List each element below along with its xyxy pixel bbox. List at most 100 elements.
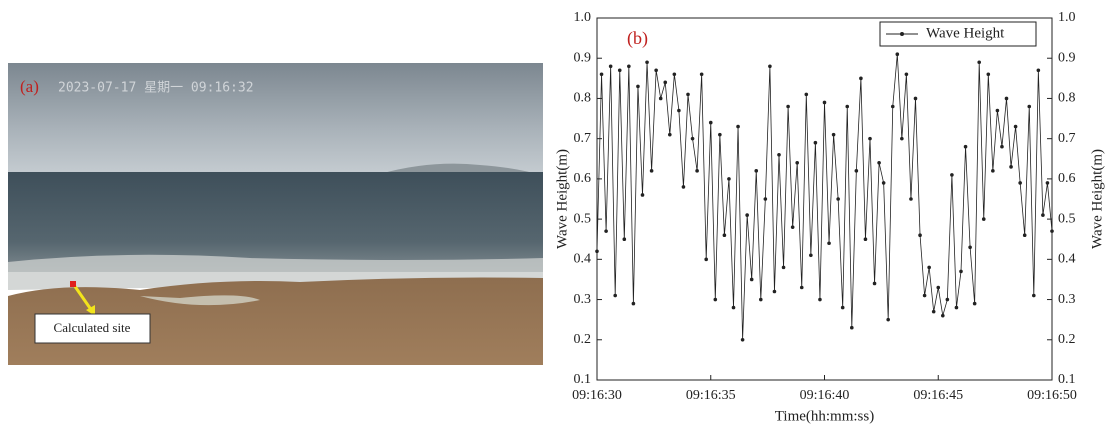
data-point — [722, 233, 727, 237]
data-point — [704, 257, 708, 262]
data-point — [981, 217, 986, 221]
data-point — [927, 265, 931, 270]
data-point — [699, 72, 704, 77]
data-point — [1045, 181, 1050, 185]
data-point — [1000, 144, 1004, 149]
y2-tick-label: 0.8 — [1058, 91, 1076, 106]
series-line — [596, 54, 1053, 340]
y-tick-label: 0.8 — [574, 91, 592, 106]
data-point — [890, 104, 895, 109]
site-marker — [70, 281, 76, 287]
plot-frame — [596, 17, 1053, 381]
data-point — [936, 285, 941, 290]
chart: 0.1 0.2 0.3 0.4 0.5 0.6 0.7 0.8 0.9 1.0 0.1 0.2 0.3 0… — [554, 10, 1105, 424]
site-label-box — [34, 313, 151, 344]
data-point — [759, 297, 763, 302]
data-point — [795, 161, 799, 165]
data-point — [950, 173, 954, 177]
timestamp: 2023-07-17 星期一 09:16:32 — [58, 81, 254, 96]
data-point — [859, 76, 863, 81]
sea — [8, 172, 543, 272]
data-point — [922, 293, 927, 298]
data-point — [768, 64, 772, 69]
y-tick-label: 0.5 — [574, 211, 592, 226]
data-point — [954, 305, 959, 310]
data-point — [972, 301, 977, 306]
data-point — [831, 132, 836, 137]
data-point — [931, 309, 936, 314]
data-point — [895, 52, 900, 56]
data-point — [599, 72, 604, 77]
data-point — [727, 177, 731, 181]
y-tick-label: 0.9 — [574, 50, 592, 65]
data-point — [963, 144, 968, 149]
panel-label: (a) — [20, 77, 39, 96]
data-point — [745, 213, 749, 217]
data-point — [686, 92, 690, 97]
data-point — [627, 64, 631, 69]
data-point — [613, 293, 617, 298]
y2-tick-label: 0.2 — [1058, 332, 1076, 347]
y-axis-label: Wave Height(m) — [554, 149, 570, 249]
data-point — [608, 64, 613, 69]
data-point — [595, 249, 599, 254]
data-point — [818, 297, 822, 302]
data-point — [713, 297, 718, 302]
data-point — [991, 169, 995, 173]
data-point — [1013, 124, 1018, 129]
y-tick-label: 0.4 — [574, 252, 592, 267]
data-point — [749, 277, 754, 282]
data-point — [1009, 165, 1013, 169]
y-tick-label: 0.7 — [574, 131, 592, 146]
data-point — [1027, 104, 1032, 109]
data-point — [731, 305, 736, 310]
data-point — [822, 100, 827, 105]
data-point — [877, 161, 881, 165]
data-point — [658, 96, 663, 101]
data-point — [1036, 68, 1041, 73]
data-point — [968, 245, 972, 250]
data-point — [718, 132, 722, 137]
data-point — [695, 169, 699, 173]
y-tick-label: 0.3 — [574, 292, 592, 307]
data-point — [622, 237, 627, 242]
data-point — [631, 301, 636, 306]
data-point — [654, 68, 658, 73]
data-point — [740, 337, 745, 342]
data-point — [663, 80, 668, 85]
foam — [140, 295, 260, 306]
data-point — [840, 305, 845, 310]
data-point — [1004, 96, 1009, 101]
data-point — [781, 265, 786, 270]
data-point — [850, 325, 854, 330]
data-point — [636, 84, 640, 89]
data-point — [772, 289, 777, 294]
data-point — [645, 60, 649, 65]
photo: (a) 2023-07-17 星期一 09:16:32 Calculated s… — [8, 63, 543, 365]
data-point — [913, 96, 918, 101]
site-label: Calculated site — [54, 320, 131, 335]
x-axis-label: Time(hh:mm:ss) — [775, 408, 874, 424]
x-tick-label: 09:16:35 — [686, 388, 736, 403]
data-point — [736, 124, 740, 129]
data-point — [649, 169, 654, 173]
data-point — [904, 72, 909, 77]
data-point — [1022, 233, 1027, 237]
data-point — [995, 108, 1000, 113]
y2-tick-label: 0.5 — [1058, 211, 1076, 226]
sky — [8, 63, 543, 173]
data-point — [1018, 181, 1022, 185]
data-point — [1050, 229, 1054, 233]
data-point — [786, 104, 790, 109]
y2-tick-label: 0.3 — [1058, 292, 1076, 307]
data-point — [827, 241, 831, 246]
data-point — [868, 136, 872, 141]
x-tick-label: 09:16:30 — [572, 388, 622, 403]
y2-tick-label: 0.9 — [1058, 50, 1076, 65]
data-point — [672, 72, 677, 77]
data-point — [708, 120, 713, 125]
data-point — [854, 169, 859, 173]
data-point — [845, 104, 850, 109]
data-point — [763, 197, 768, 201]
data-point — [945, 297, 950, 302]
